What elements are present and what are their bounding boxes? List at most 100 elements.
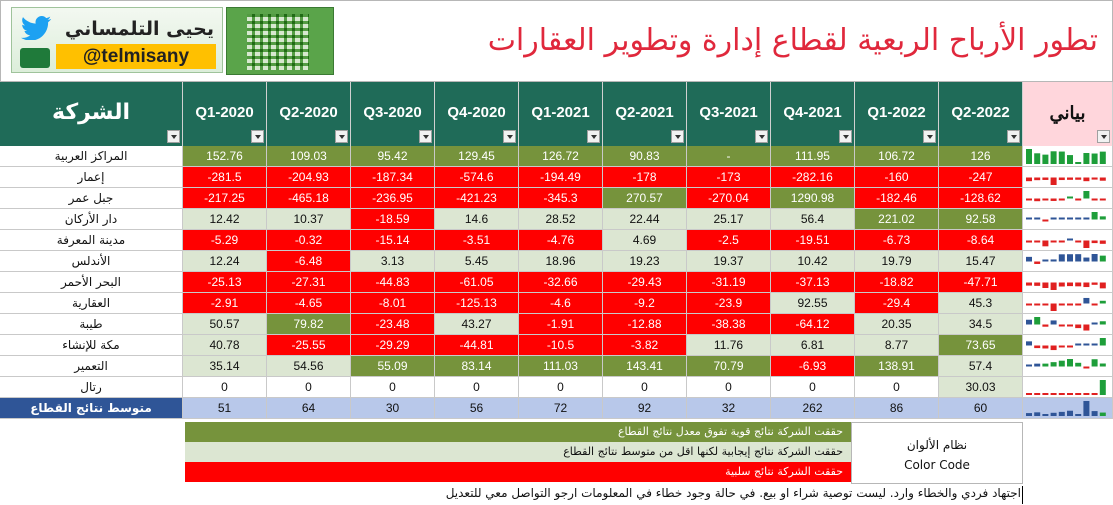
value-cell[interactable]: 19.23 xyxy=(603,251,687,272)
value-cell[interactable]: 34.5 xyxy=(939,314,1023,335)
value-cell[interactable]: 95.42 xyxy=(351,146,435,167)
value-cell[interactable]: 40.78 xyxy=(183,335,267,356)
value-cell[interactable]: 10.42 xyxy=(771,251,855,272)
value-cell[interactable]: 1290.98 xyxy=(771,188,855,209)
value-cell[interactable]: 0 xyxy=(435,377,519,398)
value-cell[interactable]: 152.76 xyxy=(183,146,267,167)
company-name[interactable]: دار الأركان xyxy=(0,209,183,230)
quarter-header[interactable]: Q1-2021 xyxy=(519,82,603,146)
value-cell[interactable]: -25.55 xyxy=(267,335,351,356)
value-cell[interactable]: 73.65 xyxy=(939,335,1023,356)
company-name[interactable]: إعمار xyxy=(0,167,183,188)
value-cell[interactable]: -282.16 xyxy=(771,167,855,188)
company-name[interactable]: التعمير xyxy=(0,356,183,377)
company-name[interactable]: العقارية xyxy=(0,293,183,314)
value-cell[interactable]: -204.93 xyxy=(267,167,351,188)
value-cell[interactable]: 55.09 xyxy=(351,356,435,377)
company-name[interactable]: المراكز العربية xyxy=(0,146,183,167)
value-cell[interactable]: -0.32 xyxy=(267,230,351,251)
filter-dropdown-icon[interactable] xyxy=(167,130,180,143)
filter-dropdown-icon[interactable] xyxy=(839,130,852,143)
quarter-header[interactable]: Q3-2020 xyxy=(351,82,435,146)
value-cell[interactable]: 0 xyxy=(267,377,351,398)
value-cell[interactable]: -10.5 xyxy=(519,335,603,356)
value-cell[interactable]: 0 xyxy=(687,377,771,398)
value-cell[interactable]: -37.13 xyxy=(771,272,855,293)
value-cell[interactable]: -1.91 xyxy=(519,314,603,335)
company-name[interactable]: طيبة xyxy=(0,314,183,335)
company-name[interactable]: مدينة المعرفة xyxy=(0,230,183,251)
company-name[interactable]: رتال xyxy=(0,377,183,398)
value-cell[interactable]: 30.03 xyxy=(939,377,1023,398)
value-cell[interactable]: -345.3 xyxy=(519,188,603,209)
value-cell[interactable]: -194.49 xyxy=(519,167,603,188)
value-cell[interactable]: -178 xyxy=(603,167,687,188)
filter-dropdown-icon[interactable] xyxy=(1007,130,1020,143)
value-cell[interactable]: -182.46 xyxy=(855,188,939,209)
value-cell[interactable]: 126 xyxy=(939,146,1023,167)
value-cell[interactable]: -236.95 xyxy=(351,188,435,209)
quarter-header[interactable]: Q1-2020 xyxy=(183,82,267,146)
value-cell[interactable]: 18.96 xyxy=(519,251,603,272)
value-cell[interactable]: 19.79 xyxy=(855,251,939,272)
value-cell[interactable]: -2.91 xyxy=(183,293,267,314)
value-cell[interactable]: -3.82 xyxy=(603,335,687,356)
filter-dropdown-icon[interactable] xyxy=(923,130,936,143)
value-cell[interactable]: -19.51 xyxy=(771,230,855,251)
value-cell[interactable]: 79.82 xyxy=(267,314,351,335)
value-cell[interactable]: 111.95 xyxy=(771,146,855,167)
value-cell[interactable]: 10.37 xyxy=(267,209,351,230)
company-name[interactable]: متوسط نتائج القطاع xyxy=(0,398,183,419)
value-cell[interactable]: 22.44 xyxy=(603,209,687,230)
value-cell[interactable]: 106.72 xyxy=(855,146,939,167)
value-cell[interactable]: 54.56 xyxy=(267,356,351,377)
value-cell[interactable]: 11.76 xyxy=(687,335,771,356)
value-cell[interactable]: -23.9 xyxy=(687,293,771,314)
value-cell[interactable]: -5.29 xyxy=(183,230,267,251)
value-cell[interactable]: 14.6 xyxy=(435,209,519,230)
value-cell[interactable]: 56.4 xyxy=(771,209,855,230)
value-cell[interactable]: -128.62 xyxy=(939,188,1023,209)
filter-dropdown-icon[interactable] xyxy=(755,130,768,143)
value-cell[interactable]: 43.27 xyxy=(435,314,519,335)
value-cell[interactable]: 12.24 xyxy=(183,251,267,272)
value-cell[interactable]: -9.2 xyxy=(603,293,687,314)
value-cell[interactable]: -8.01 xyxy=(351,293,435,314)
value-cell[interactable]: -4.6 xyxy=(519,293,603,314)
value-cell[interactable]: -247 xyxy=(939,167,1023,188)
company-name[interactable]: الأندلس xyxy=(0,251,183,272)
value-cell[interactable]: 0 xyxy=(855,377,939,398)
value-cell[interactable]: -281.5 xyxy=(183,167,267,188)
value-cell[interactable]: 143.41 xyxy=(603,356,687,377)
value-cell[interactable]: -47.71 xyxy=(939,272,1023,293)
filter-dropdown-icon[interactable] xyxy=(1097,130,1110,143)
value-cell[interactable]: 57.4 xyxy=(939,356,1023,377)
value-cell[interactable]: -217.25 xyxy=(183,188,267,209)
value-cell[interactable]: 20.35 xyxy=(855,314,939,335)
quarter-header[interactable]: Q4-2021 xyxy=(771,82,855,146)
value-cell[interactable]: -29.43 xyxy=(603,272,687,293)
value-cell[interactable]: 111.03 xyxy=(519,356,603,377)
value-cell[interactable]: 32 xyxy=(687,398,771,419)
value-cell[interactable]: -6.48 xyxy=(267,251,351,272)
value-cell[interactable]: -25.13 xyxy=(183,272,267,293)
value-cell[interactable]: -125.13 xyxy=(435,293,519,314)
value-cell[interactable]: 25.17 xyxy=(687,209,771,230)
value-cell[interactable]: -29.29 xyxy=(351,335,435,356)
value-cell[interactable]: 4.69 xyxy=(603,230,687,251)
value-cell[interactable]: 8.77 xyxy=(855,335,939,356)
filter-dropdown-icon[interactable] xyxy=(335,130,348,143)
value-cell[interactable]: 109.03 xyxy=(267,146,351,167)
value-cell[interactable]: 5.45 xyxy=(435,251,519,272)
value-cell[interactable]: 64 xyxy=(267,398,351,419)
value-cell[interactable]: 83.14 xyxy=(435,356,519,377)
filter-dropdown-icon[interactable] xyxy=(503,130,516,143)
value-cell[interactable]: -29.4 xyxy=(855,293,939,314)
value-cell[interactable]: 19.37 xyxy=(687,251,771,272)
value-cell[interactable]: 70.79 xyxy=(687,356,771,377)
value-cell[interactable]: -421.23 xyxy=(435,188,519,209)
value-cell[interactable]: -187.34 xyxy=(351,167,435,188)
value-cell[interactable]: -23.48 xyxy=(351,314,435,335)
value-cell[interactable]: 3.13 xyxy=(351,251,435,272)
value-cell[interactable]: 0 xyxy=(519,377,603,398)
